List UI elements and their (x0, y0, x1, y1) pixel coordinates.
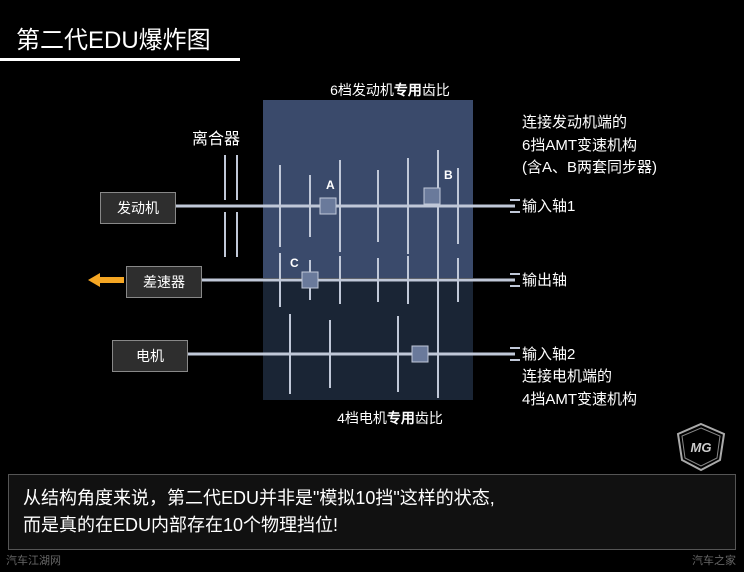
lower-gearbox-region (263, 280, 473, 400)
sync-a-label: A (326, 178, 335, 192)
engine-box: 发动机 (100, 192, 176, 224)
upper-gearbox-region (263, 100, 473, 278)
page-title: 第二代EDU爆炸图 (16, 20, 211, 55)
watermark-right: 汽车之家 (692, 552, 736, 568)
caption-text: 从结构角度来说，第二代EDU并非是"模拟10挡"这样的状态, 而是真的在EDU内… (23, 485, 721, 539)
caption-bar: 从结构角度来说，第二代EDU并非是"模拟10挡"这样的状态, 而是真的在EDU内… (8, 474, 736, 550)
input-shaft-1-label: 输入轴1 (522, 196, 575, 219)
bottom-gear-label: 4档电机专用齿比 (290, 408, 490, 428)
engine-amt-desc: 连接发动机端的 6挡AMT变速机构 (含A、B两套同步器) (522, 112, 657, 180)
output-shaft-label: 输出轴 (522, 270, 567, 293)
motor-box: 电机 (112, 340, 188, 372)
title-underline (0, 58, 240, 61)
motor-amt-desc: 连接电机端的 4挡AMT变速机构 (522, 366, 637, 411)
clutch-label: 离合器 (192, 125, 240, 149)
sync-c-label: C (290, 256, 299, 270)
sync-b-label: B (444, 168, 453, 182)
differential-box: 差速器 (126, 266, 202, 298)
input-shaft-2-label: 输入轴2 (522, 344, 575, 367)
mg-logo-icon: MG (676, 422, 726, 472)
svg-text:MG: MG (691, 440, 712, 455)
top-gear-label: 6档发动机专用齿比 (290, 80, 490, 100)
output-arrow-icon (88, 273, 124, 287)
watermark-left: 汽车江湖网 (6, 552, 61, 568)
